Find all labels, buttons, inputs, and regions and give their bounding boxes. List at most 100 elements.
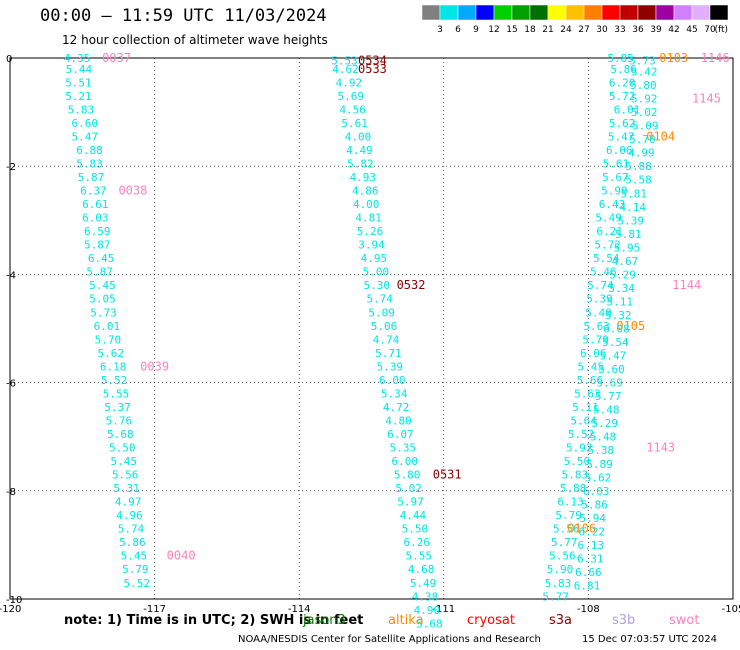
page-title: 00:00 – 11:59 UTC 11/03/2024: [40, 6, 327, 26]
x-tick-label: -120: [0, 604, 21, 615]
swh-value-label: 5.87: [84, 239, 111, 252]
colorbar-label: 3: [437, 25, 443, 35]
swh-value-label: 5.81: [615, 228, 642, 241]
swh-value-label: 4.90: [414, 604, 441, 617]
swh-value-label: 6.13: [578, 539, 605, 552]
swh-value-label: 5.74: [118, 523, 145, 536]
swh-value-label: 4.44: [400, 509, 427, 522]
y-tick-label: -8: [6, 487, 16, 498]
colorbar-label: 36: [632, 25, 644, 35]
pass-time-label: 1145: [692, 92, 721, 106]
pass-time-label: 1146: [701, 51, 730, 65]
swh-value-label: 5.50: [402, 523, 429, 536]
swh-value-label: 5.37: [104, 401, 131, 414]
pass-time-label: 0037: [102, 51, 131, 65]
swh-value-label: 5.02: [631, 106, 658, 119]
swh-value-label: 5.40: [585, 306, 612, 319]
credit-line: NOAA/NESDIS Center for Satellite Applica…: [238, 634, 541, 645]
colorbar-label: 45: [686, 25, 697, 35]
legend-s3b: s3b: [612, 613, 636, 628]
colorbar-label: 24: [560, 25, 572, 35]
swh-value-label: 5.61: [341, 117, 368, 130]
swh-value-label: 5.74: [587, 279, 614, 292]
swh-value-label: 5.51: [65, 76, 92, 89]
swh-value-label: 5.55: [103, 387, 130, 400]
colorbar-unit: (ft): [714, 25, 728, 35]
swh-value-label: 5.92: [566, 442, 593, 455]
swh-value-label: 5.48: [593, 404, 620, 417]
swh-value-label: 4.96: [116, 509, 143, 522]
swh-value-label: 5.86: [581, 498, 608, 511]
swh-value-label: 6.88: [76, 144, 103, 157]
swh-value-label: 5.45: [121, 550, 148, 563]
swh-value-label: 4.56: [339, 103, 366, 116]
swh-value-label: 6.37: [80, 185, 107, 198]
swh-value-label: 5.87: [78, 171, 105, 184]
swh-value-label: 6.18: [100, 360, 127, 373]
swh-value-label: 4.68: [408, 563, 435, 576]
swh-value-label: 6.60: [71, 117, 98, 130]
swh-value-label: 5.46: [590, 266, 617, 279]
swh-value-label: 5.42: [631, 66, 658, 79]
swh-value-label: 5.11: [572, 401, 599, 414]
swh-value-label: 5.97: [397, 496, 424, 509]
swh-value-label: 5.11: [606, 295, 633, 308]
swh-value-label: 5.52: [568, 428, 595, 441]
swh-value-label: 5.44: [66, 63, 93, 76]
pass-time-label: 0039: [140, 359, 169, 373]
pass-time-label: 0534: [358, 54, 387, 68]
swh-value-label: 4.92: [336, 76, 363, 89]
swh-value-label: 6.08: [603, 323, 630, 336]
swh-value-label: 5.45: [89, 279, 116, 292]
swh-value-label: 5.72: [609, 90, 636, 103]
x-tick-label: -117: [143, 604, 166, 615]
swh-value-label: 6.21: [596, 225, 623, 238]
swh-value-label: 5.70: [95, 333, 122, 346]
swh-value-label: 5.45: [578, 360, 605, 373]
swh-value-label: 6.01: [614, 103, 641, 116]
swh-value-label: 4.49: [346, 144, 373, 157]
swh-value-label: 5.00: [363, 266, 390, 279]
swh-value-label: 4.81: [355, 212, 382, 225]
pass-time-label: 0106: [567, 522, 596, 536]
swh-value-label: 5.73: [90, 306, 117, 319]
pass-time-label: 1143: [646, 441, 675, 455]
swh-value-label: 3.94: [358, 239, 385, 252]
swh-value-label: 6.03: [583, 485, 610, 498]
swh-value-label: 5.48: [590, 431, 617, 444]
swh-value-label: 5.34: [381, 387, 408, 400]
swh-value-label: 5.88: [625, 160, 652, 173]
swh-value-label: 5.74: [366, 293, 393, 306]
swh-value-label: 5.30: [364, 279, 391, 292]
swh-value-label: 5.88: [560, 482, 587, 495]
swh-value-label: 5.29: [592, 417, 619, 430]
swh-value-label: 5.82: [347, 157, 374, 170]
swh-value-label: 5.80: [630, 79, 657, 92]
swh-value-label: 5.85: [607, 52, 634, 65]
swh-value-label: 5.87: [86, 266, 113, 279]
page-subtitle: 12 hour collection of altimeter wave hei…: [62, 33, 328, 47]
y-tick-label: -2: [6, 162, 16, 173]
colorbar-label: 30: [596, 25, 608, 35]
swh-value-label: 5.50: [109, 442, 136, 455]
swh-value-label: 5.77: [595, 390, 622, 403]
swh-value-label: 4.80: [385, 414, 412, 427]
pass-time-label: 0104: [646, 129, 675, 143]
swh-value-label: 5.92: [631, 93, 658, 106]
swh-value-label: 5.49: [410, 577, 437, 590]
swh-value-label: 5.64: [570, 414, 597, 427]
swh-value-label: 5.81: [620, 187, 647, 200]
swh-value-label: 5.58: [625, 174, 652, 187]
swh-value-label: 6.59: [84, 225, 111, 238]
colorbar-label: 9: [473, 25, 479, 35]
swh-value-label: 5.80: [394, 469, 421, 482]
swh-value-label: 5.72: [594, 239, 621, 252]
swh-value-label: 5.39: [377, 360, 404, 373]
swh-value-label: 5.45: [111, 455, 138, 468]
swh-value-label: 5.56: [549, 550, 576, 563]
swh-value-label: 5.67: [602, 171, 629, 184]
pass-time-label: 0105: [616, 319, 645, 333]
swh-value-label: 5.47: [71, 130, 98, 143]
swh-value-label: 4.14: [619, 201, 646, 214]
pass-time-label: 0103: [659, 51, 688, 65]
